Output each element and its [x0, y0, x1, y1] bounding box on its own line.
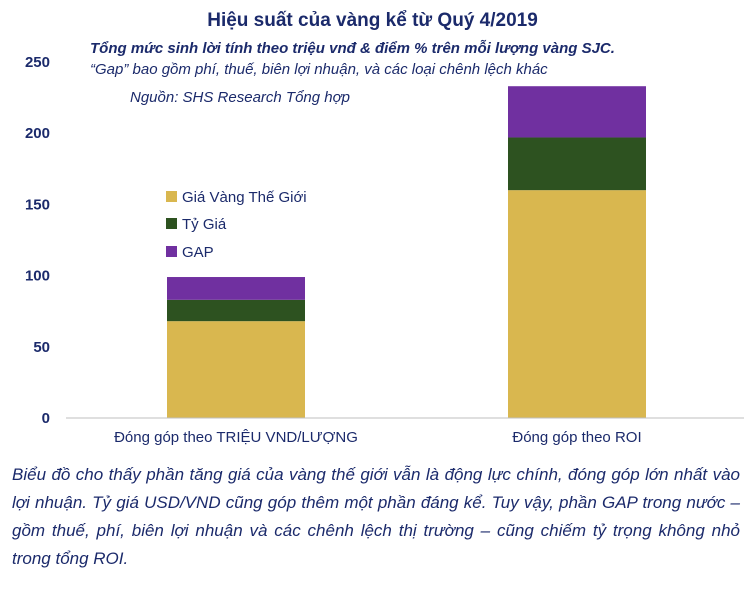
x-tick-label: Đóng góp theo TRIỆU VND/LƯỢNG: [114, 429, 358, 446]
chart-source: Nguồn: SHS Research Tổng hợp: [130, 89, 351, 106]
legend-swatch: [166, 246, 177, 257]
stacked-bar-chart: 0 50 100 150 200 250 Đóng góp theo TRIỆU VND/…: [25, 54, 744, 446]
y-tick-label: 50: [33, 339, 50, 356]
legend-swatch: [166, 191, 177, 202]
legend: Giá Vàng Thế Giới Tỷ Giá GAP: [166, 189, 307, 261]
y-tick-label: 0: [42, 410, 50, 427]
y-tick-label: 100: [25, 268, 50, 285]
bar-segment: [167, 299, 305, 322]
chart-title: Hiệu suất của vàng kể từ Quý 4/2019: [207, 10, 538, 31]
chart-caption: Biểu đồ cho thấy phần tăng giá của vàng …: [12, 465, 740, 568]
chart-note: “Gap” bao gồm phí, thuế, biên lợi nhuận,…: [90, 61, 548, 78]
bar-segment: [508, 137, 646, 191]
bar-segment: [167, 277, 305, 300]
legend-swatch: [166, 218, 177, 229]
bar-segment: [508, 86, 646, 138]
chart-subtitle: Tổng mức sinh lời tính theo triệu vnđ & …: [90, 40, 615, 57]
bar-segment: [167, 321, 305, 418]
legend-label: GAP: [182, 244, 214, 261]
y-tick-label: 200: [25, 125, 50, 142]
x-tick-label: Đóng góp theo ROI: [512, 429, 641, 446]
y-axis: 0 50 100 150 200 250: [25, 54, 50, 427]
y-tick-label: 250: [25, 54, 50, 71]
y-tick-label: 150: [25, 196, 50, 213]
bar-segment: [508, 190, 646, 418]
legend-label: Tỷ Giá: [182, 216, 227, 233]
bar-stacks: [167, 86, 646, 418]
x-axis: Đóng góp theo TRIỆU VND/LƯỢNG Đóng góp th…: [114, 429, 642, 446]
legend-label: Giá Vàng Thế Giới: [182, 189, 307, 206]
